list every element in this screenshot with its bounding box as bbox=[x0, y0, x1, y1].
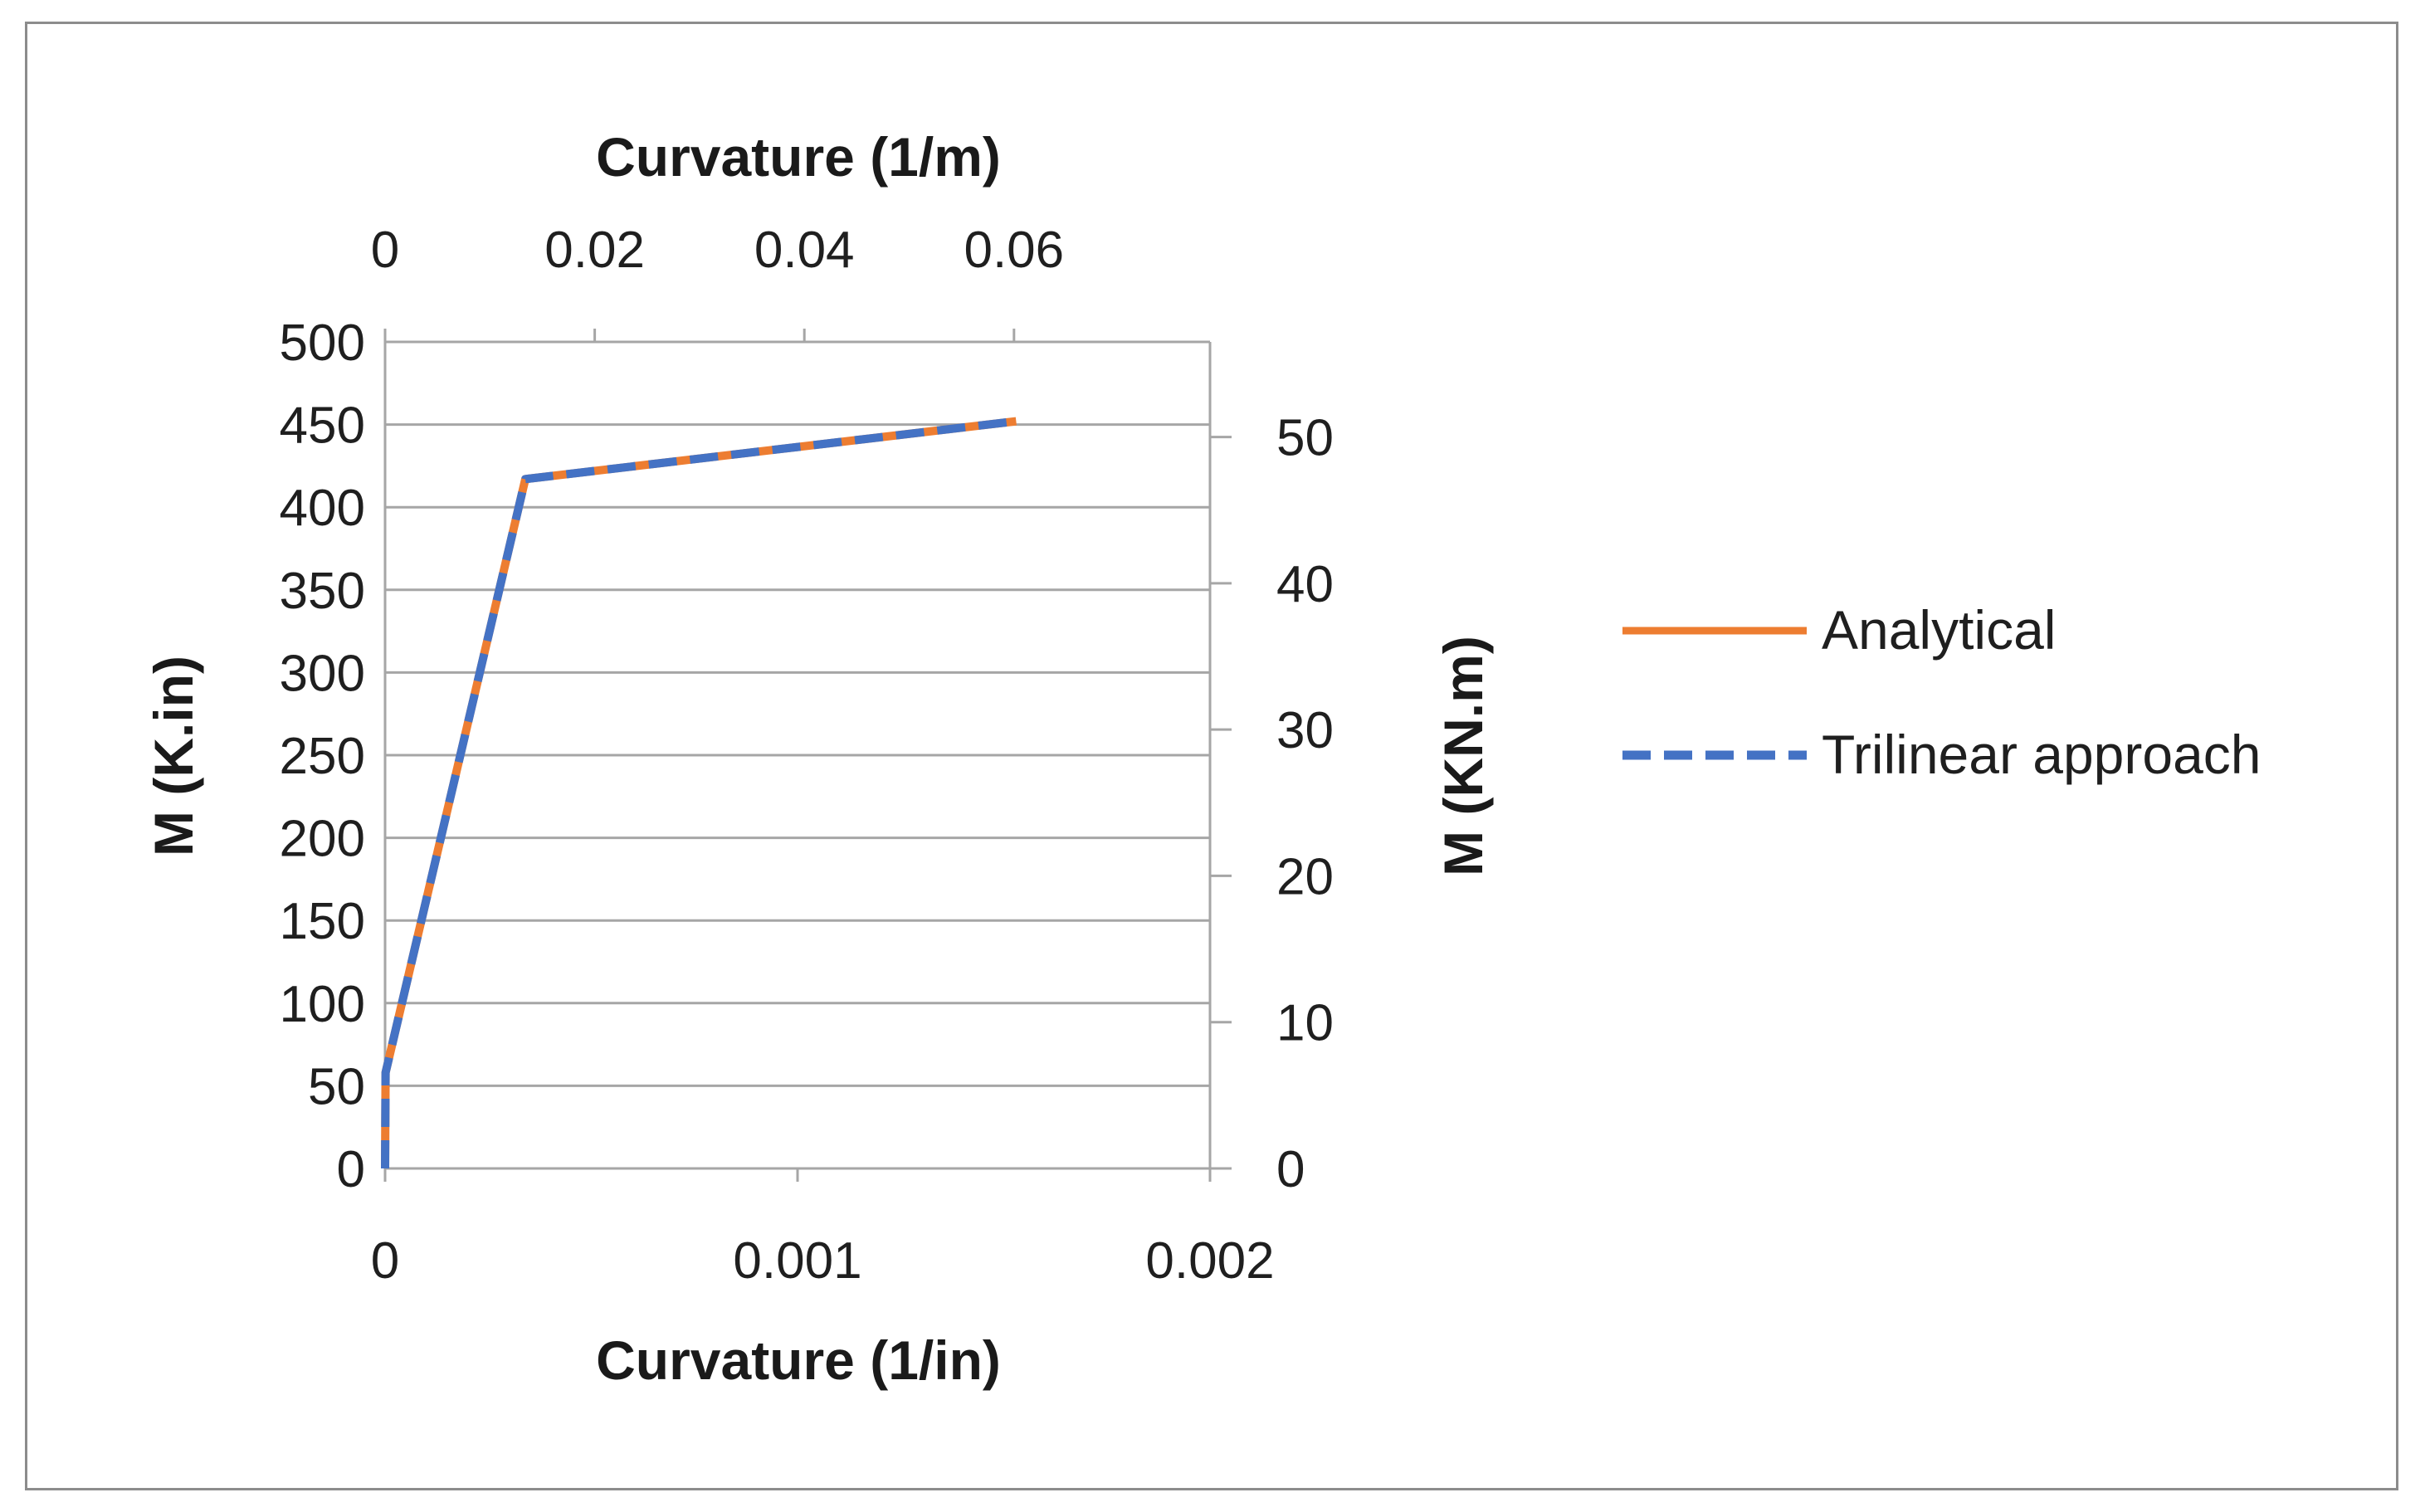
gridlines bbox=[385, 340, 1210, 1087]
legend-label-analytical: Analytical bbox=[1822, 599, 2056, 661]
y2-tick-label-0: 0 bbox=[1276, 1141, 1305, 1198]
y-tick-label-200: 200 bbox=[280, 811, 365, 868]
secondary-y-axis-title: M (KN.m) bbox=[1432, 636, 1494, 876]
y-tick-label-450: 450 bbox=[280, 398, 365, 455]
y-tick-label-300: 300 bbox=[280, 645, 365, 702]
legend-label-trilinear-approach: Trilinear approach bbox=[1822, 724, 2261, 785]
x-tick-label-0: 0 bbox=[371, 1232, 399, 1290]
x2-tick-label-2: 0.04 bbox=[754, 222, 855, 279]
primary-x-axis-title: Curvature (1/in) bbox=[596, 1329, 1001, 1391]
x2-tick-label-3: 0.06 bbox=[964, 222, 1064, 279]
secondary-x-axis-title: Curvature (1/m) bbox=[596, 126, 1001, 188]
x2-tick-label-0: 0 bbox=[371, 222, 399, 279]
axes bbox=[383, 329, 1232, 1182]
y2-tick-label-20: 20 bbox=[1276, 848, 1334, 905]
y2-tick-label-30: 30 bbox=[1276, 702, 1334, 759]
series-line-trilinear-approach bbox=[381, 417, 1017, 1169]
x-tick-label-1: 0.001 bbox=[733, 1232, 861, 1290]
legend: Analytical Trilinear approach bbox=[1622, 599, 2261, 785]
y2-tick-label-10: 10 bbox=[1276, 995, 1334, 1052]
y-tick-label-250: 250 bbox=[280, 728, 365, 785]
y-tick-label-50: 50 bbox=[308, 1058, 365, 1115]
chart-frame bbox=[25, 22, 2398, 1490]
y-tick-label-0: 0 bbox=[337, 1141, 365, 1198]
y-tick-label-150: 150 bbox=[280, 893, 365, 950]
y-tick-label-500: 500 bbox=[280, 315, 365, 372]
x-tick-label-2: 0.002 bbox=[1145, 1232, 1274, 1290]
y2-tick-label-50: 50 bbox=[1276, 410, 1334, 467]
legend-item-analytical: Analytical bbox=[1622, 599, 2056, 661]
legend-item-trilinear-approach: Trilinear approach bbox=[1622, 724, 2261, 785]
primary-y-axis-title: M (K.in) bbox=[143, 656, 204, 856]
y-tick-label-100: 100 bbox=[280, 976, 365, 1033]
series-line-analytical bbox=[381, 417, 1017, 1169]
series-lines bbox=[381, 417, 1017, 1169]
x2-tick-label-1: 0.02 bbox=[544, 222, 645, 279]
y-tick-label-400: 400 bbox=[280, 480, 365, 537]
y2-tick-label-40: 40 bbox=[1276, 556, 1334, 613]
y-tick-label-350: 350 bbox=[280, 563, 365, 620]
